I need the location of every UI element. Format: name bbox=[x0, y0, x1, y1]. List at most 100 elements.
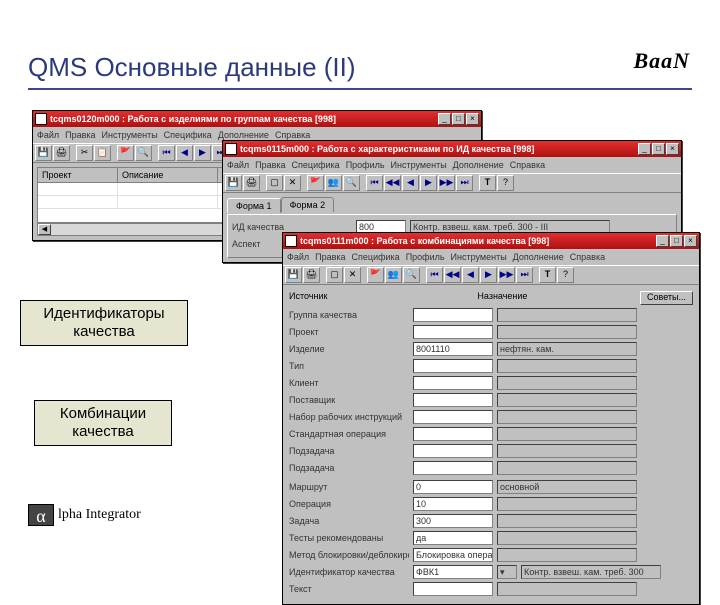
titlebar[interactable]: tcqms0111m000 : Работа с комбинациями ка… bbox=[283, 233, 699, 249]
field-input[interactable] bbox=[413, 427, 493, 441]
field-input[interactable] bbox=[413, 461, 493, 475]
people-icon[interactable]: 👥 bbox=[325, 175, 342, 191]
nav-next-icon[interactable]: ▶ bbox=[194, 145, 211, 161]
nav-rwd-icon[interactable]: ◀◀ bbox=[444, 267, 461, 283]
nav-last-icon[interactable]: ⏭ bbox=[456, 175, 473, 191]
delete-icon[interactable]: ✕ bbox=[344, 267, 361, 283]
nav-prev-icon[interactable]: ◀ bbox=[402, 175, 419, 191]
flag-icon[interactable]: 🚩 bbox=[367, 267, 384, 283]
menu-item[interactable]: Файл bbox=[287, 252, 309, 262]
menu-item[interactable]: Дополнение bbox=[453, 160, 504, 170]
logo-baan: BaaN bbox=[633, 48, 690, 74]
scroll-left-icon[interactable]: ◀ bbox=[38, 224, 51, 235]
menu-item[interactable]: Файл bbox=[37, 130, 59, 140]
nav-first-icon[interactable]: ⏮ bbox=[158, 145, 175, 161]
menu-item[interactable]: Профиль bbox=[346, 160, 385, 170]
nav-first-icon[interactable]: ⏮ bbox=[366, 175, 383, 191]
field-input[interactable] bbox=[413, 325, 493, 339]
field-input[interactable] bbox=[413, 393, 493, 407]
field-input[interactable]: Блокировка операции bbox=[413, 548, 493, 562]
nav-first-icon[interactable]: ⏮ bbox=[426, 267, 443, 283]
field-input[interactable] bbox=[413, 582, 493, 596]
minimize-button[interactable]: _ bbox=[438, 113, 451, 125]
copy-icon[interactable]: 📋 bbox=[94, 145, 111, 161]
menu-item[interactable]: Специфика bbox=[292, 160, 340, 170]
save-icon[interactable]: 💾 bbox=[225, 175, 242, 191]
nav-fwd-icon[interactable]: ▶▶ bbox=[498, 267, 515, 283]
field-input[interactable]: ФВК1 bbox=[413, 565, 493, 579]
find-icon[interactable]: 🔍 bbox=[135, 145, 152, 161]
new-icon[interactable]: ▢ bbox=[326, 267, 343, 283]
print-icon[interactable]: 🖨 bbox=[53, 145, 70, 161]
menu-item[interactable]: Специфика bbox=[164, 130, 212, 140]
field-input[interactable]: да bbox=[413, 531, 493, 545]
text-icon[interactable]: T bbox=[479, 175, 496, 191]
nav-last-icon[interactable]: ⏭ bbox=[516, 267, 533, 283]
menu-item[interactable]: Правка bbox=[255, 160, 285, 170]
field-input[interactable] bbox=[413, 376, 493, 390]
maximize-button[interactable]: □ bbox=[452, 113, 465, 125]
menu-item[interactable]: Файл bbox=[227, 160, 249, 170]
field-input[interactable]: 8001110 bbox=[413, 342, 493, 356]
field-input[interactable] bbox=[413, 308, 493, 322]
nav-prev-icon[interactable]: ◀ bbox=[462, 267, 479, 283]
menu-item[interactable]: Правка bbox=[65, 130, 95, 140]
field-desc bbox=[497, 582, 637, 596]
print-icon[interactable]: 🖨 bbox=[243, 175, 260, 191]
menu-item[interactable]: Инструменты bbox=[102, 130, 158, 140]
help-icon[interactable]: ? bbox=[557, 267, 574, 283]
field-desc bbox=[497, 359, 637, 373]
menu-item[interactable]: Справка bbox=[275, 130, 310, 140]
close-button[interactable]: × bbox=[666, 143, 679, 155]
menu-item[interactable]: Дополнение bbox=[218, 130, 269, 140]
field-desc: нефтян. кам. bbox=[497, 342, 637, 356]
maximize-button[interactable]: □ bbox=[670, 235, 683, 247]
menu-item[interactable]: Дополнение bbox=[513, 252, 564, 262]
toolbar: 💾 🖨 ▢ ✕ 🚩 👥 🔍 ⏮ ◀◀ ◀ ▶ ▶▶ ⏭ T ? bbox=[223, 173, 681, 193]
help-icon[interactable]: ? bbox=[497, 175, 514, 191]
tab-form2[interactable]: Форма 2 bbox=[281, 197, 335, 212]
titlebar[interactable]: tcqms0115m000 : Работа с характеристикам… bbox=[223, 141, 681, 157]
menu-item[interactable]: Специфика bbox=[352, 252, 400, 262]
cut-icon[interactable]: ✂ bbox=[76, 145, 93, 161]
close-button[interactable]: × bbox=[466, 113, 479, 125]
minimize-button[interactable]: _ bbox=[638, 143, 651, 155]
text-icon[interactable]: T bbox=[539, 267, 556, 283]
nav-fwd-icon[interactable]: ▶▶ bbox=[438, 175, 455, 191]
titlebar[interactable]: tcqms0120m000 : Работа с изделиями по гр… bbox=[33, 111, 481, 127]
menu-item[interactable]: Инструменты bbox=[451, 252, 507, 262]
field-input[interactable] bbox=[413, 410, 493, 424]
field-input[interactable]: 10 bbox=[413, 497, 493, 511]
menu-item[interactable]: Профиль bbox=[406, 252, 445, 262]
nav-next-icon[interactable]: ▶ bbox=[420, 175, 437, 191]
field-input[interactable] bbox=[413, 444, 493, 458]
field-input[interactable]: 300 bbox=[413, 514, 493, 528]
menu-item[interactable]: Инструменты bbox=[391, 160, 447, 170]
field-input[interactable] bbox=[413, 359, 493, 373]
tab-form1[interactable]: Форма 1 bbox=[227, 198, 281, 213]
maximize-button[interactable]: □ bbox=[652, 143, 665, 155]
save-icon[interactable]: 💾 bbox=[285, 267, 302, 283]
find-icon[interactable]: 🔍 bbox=[403, 267, 420, 283]
delete-icon[interactable]: ✕ bbox=[284, 175, 301, 191]
people-icon[interactable]: 👥 bbox=[385, 267, 402, 283]
close-button[interactable]: × bbox=[684, 235, 697, 247]
field-label: Набор рабочих инструкций bbox=[289, 412, 409, 422]
field-input[interactable]: 0 bbox=[413, 480, 493, 494]
new-icon[interactable]: ▢ bbox=[266, 175, 283, 191]
field-desc bbox=[497, 461, 637, 475]
print-icon[interactable]: 🖨 bbox=[303, 267, 320, 283]
minimize-button[interactable]: _ bbox=[656, 235, 669, 247]
nav-next-icon[interactable]: ▶ bbox=[480, 267, 497, 283]
save-icon[interactable]: 💾 bbox=[35, 145, 52, 161]
menu-item[interactable]: Правка bbox=[315, 252, 345, 262]
field-desc bbox=[497, 393, 637, 407]
advice-button[interactable]: Советы... bbox=[640, 291, 693, 305]
nav-prev-icon[interactable]: ◀ bbox=[176, 145, 193, 161]
menu-item[interactable]: Справка bbox=[570, 252, 605, 262]
flag-icon[interactable]: 🚩 bbox=[117, 145, 134, 161]
nav-rwd-icon[interactable]: ◀◀ bbox=[384, 175, 401, 191]
menu-item[interactable]: Справка bbox=[510, 160, 545, 170]
find-icon[interactable]: 🔍 bbox=[343, 175, 360, 191]
flag-icon[interactable]: 🚩 bbox=[307, 175, 324, 191]
